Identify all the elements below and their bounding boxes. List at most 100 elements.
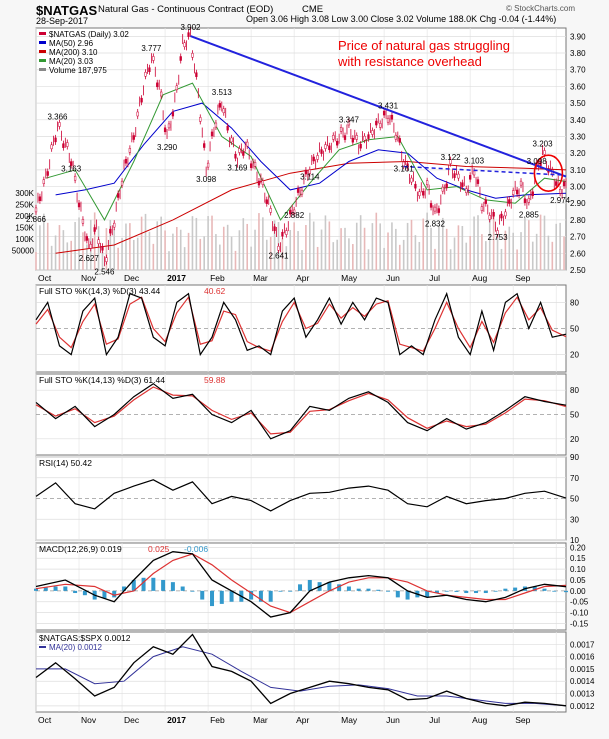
price-candle — [359, 143, 362, 149]
price-candle — [89, 244, 92, 249]
price-candle — [163, 127, 167, 133]
price-candle — [289, 209, 292, 215]
legend-label: MA(50) 2.96 — [49, 39, 94, 48]
bottom-month-label: Feb — [210, 715, 225, 725]
ratio-ma-legend: MA(20) 0.0012 — [49, 643, 102, 652]
macd-histogram-bar — [425, 590, 430, 598]
price-candle — [484, 199, 487, 204]
price-candle — [296, 188, 300, 193]
price-candle — [429, 203, 433, 208]
month-label: Feb — [210, 273, 225, 283]
volume-bar — [250, 246, 252, 270]
price-candle — [218, 103, 221, 108]
macd-tick-label: 0.20 — [570, 543, 586, 552]
volume-bar — [344, 227, 346, 270]
price-candle — [116, 193, 120, 198]
volume-bar — [398, 244, 401, 270]
volume-bar — [430, 227, 432, 270]
macd-histogram-bar — [454, 590, 459, 592]
chart-watermark: © StockCharts.com — [506, 4, 576, 13]
volume-bar — [297, 231, 299, 270]
volume-bar — [406, 222, 409, 270]
price-value-label: 2.753 — [488, 233, 509, 242]
macd-legend-hist: -0.006 — [184, 544, 208, 554]
macd-tick-label: -0.15 — [570, 619, 589, 628]
price-candle — [562, 181, 566, 187]
volume-bar — [328, 221, 331, 270]
macd-histogram-bar — [346, 586, 351, 591]
volume-bar — [101, 251, 104, 270]
price-candle — [265, 199, 268, 204]
price-candle — [128, 148, 132, 153]
price-tick-label: 3.10 — [570, 166, 586, 175]
price-panel — [35, 27, 567, 271]
volume-bar — [520, 232, 522, 270]
month-label: Nov — [81, 273, 97, 283]
volume-bar — [207, 216, 209, 270]
annotation-text-line-1: Price of natural gas struggling — [338, 38, 510, 53]
price-candle — [449, 159, 452, 164]
price-value-label: 3.122 — [441, 153, 462, 162]
volume-bar — [113, 229, 116, 270]
legend-label: Volume 187,975 — [49, 66, 107, 75]
price-candle — [210, 131, 214, 137]
volume-bar — [273, 220, 276, 270]
price-candle — [66, 142, 69, 147]
price-candle — [515, 189, 519, 195]
price-candle — [332, 135, 335, 140]
volume-bar — [524, 217, 526, 270]
chart-instrument-name: Natural Gas - Continuous Contract (EOD) — [98, 4, 274, 15]
annotation-text-line-2: with resistance overhead — [337, 54, 482, 69]
volume-bar — [156, 221, 159, 270]
price-value-label: 3.203 — [533, 140, 554, 149]
price-candle — [472, 170, 476, 176]
price-candle — [242, 151, 245, 156]
price-candle — [253, 162, 257, 167]
price-value-label: 2.866 — [26, 215, 47, 224]
ratio-tick-label: 0.0013 — [570, 690, 595, 699]
price-value-label: 3.114 — [300, 173, 320, 182]
price-candle — [492, 212, 495, 217]
rsi-legend: RSI(14) 50.42 — [39, 458, 92, 468]
bottom-month-label: Aug — [472, 715, 487, 725]
month-label: May — [341, 273, 358, 283]
macd-signal-line — [35, 553, 567, 614]
price-candle — [523, 198, 527, 203]
volume-bar — [105, 228, 108, 270]
price-candle — [386, 117, 390, 123]
price-tick-label: 3.40 — [570, 116, 586, 125]
price-tick-label: 3.20 — [570, 149, 586, 158]
price-candle — [382, 110, 386, 116]
macd-histogram-bar — [73, 590, 78, 594]
volume-tick-label: 300K — [15, 189, 34, 198]
price-candle — [445, 183, 448, 189]
volume-bar — [309, 212, 311, 270]
price-candle — [257, 180, 261, 186]
price-tick-label: 2.50 — [570, 266, 586, 275]
volume-bar — [222, 226, 225, 270]
price-candle — [418, 191, 421, 197]
price-candle — [105, 257, 108, 262]
ratio-tick-label: 0.0015 — [570, 665, 595, 674]
macd-legend: MACD(12,26,9) 0.019 — [39, 544, 122, 554]
volume-bar — [117, 247, 119, 270]
volume-bar — [387, 232, 389, 270]
volume-bar — [160, 216, 162, 270]
volume-bar — [242, 218, 245, 270]
volume-bar — [66, 242, 69, 270]
price-candle — [394, 134, 398, 140]
price-candle — [203, 143, 206, 148]
price-candle — [171, 111, 175, 117]
volume-bar — [78, 217, 80, 270]
price-candle — [34, 207, 38, 213]
bottom-month-label: Mar — [253, 715, 268, 725]
price-candle — [480, 206, 484, 211]
price-candle — [555, 181, 558, 186]
volume-tick-label: 100K — [15, 235, 34, 244]
volume-bar — [469, 236, 471, 270]
price-candle — [281, 231, 284, 237]
legend-swatch — [39, 68, 46, 71]
price-candle — [191, 53, 194, 58]
rsi-tick-label: 50 — [570, 495, 579, 504]
full_sto_14_13-k-line — [35, 382, 567, 440]
